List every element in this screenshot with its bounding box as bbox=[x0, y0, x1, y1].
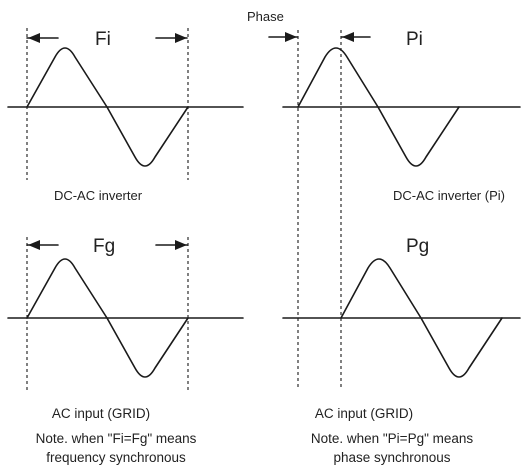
sine-wave bbox=[26, 47, 189, 167]
phase-marker: Phase bbox=[247, 9, 371, 390]
phase-right-arrowhead-icon bbox=[342, 32, 354, 42]
note-left-line2: frequency synchronous bbox=[46, 450, 186, 465]
sine-wave bbox=[297, 47, 460, 167]
label-pi: Pi bbox=[406, 29, 423, 50]
right-arrowhead-icon bbox=[175, 33, 187, 43]
note-right-line2: phase synchronous bbox=[333, 450, 450, 465]
sine-wave bbox=[26, 258, 189, 378]
label-pg: Pg bbox=[406, 236, 429, 257]
caption-dc-ac-inverter: DC-AC inverter bbox=[54, 188, 143, 203]
note-left-line1: Note. when "Fi=Fg" means bbox=[36, 431, 197, 446]
panel-inverter-phase: Pi DC-AC inverter (Pi) bbox=[282, 29, 521, 203]
phase-left-arrowhead-icon bbox=[285, 32, 297, 42]
sine-wave bbox=[340, 258, 503, 378]
panel-grid-frequency: Fg AC input (GRID) Note. when "Fi=Fg" me… bbox=[7, 236, 244, 465]
note-right-line1: Note. when "Pi=Pg" means bbox=[311, 431, 474, 446]
panel-grid-phase: Pg AC input (GRID) Note. when "Pi=Pg" me… bbox=[282, 236, 521, 465]
panel-inverter-frequency: Fi DC-AC inverter bbox=[7, 28, 244, 203]
label-fg: Fg bbox=[93, 236, 115, 257]
left-arrowhead-icon bbox=[28, 240, 40, 250]
right-arrowhead-icon bbox=[175, 240, 187, 250]
label-phase: Phase bbox=[247, 9, 284, 24]
label-fi: Fi bbox=[95, 29, 111, 50]
caption-ac-input-right: AC input (GRID) bbox=[315, 406, 413, 421]
caption-dc-ac-inverter-pi: DC-AC inverter (Pi) bbox=[393, 188, 505, 203]
caption-ac-input-left: AC input (GRID) bbox=[52, 406, 150, 421]
left-arrowhead-icon bbox=[28, 33, 40, 43]
